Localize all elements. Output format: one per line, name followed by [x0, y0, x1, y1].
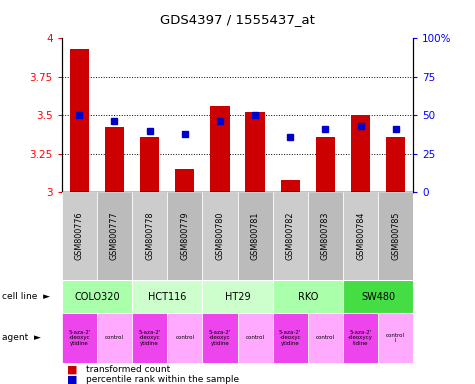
Bar — [105, 127, 124, 192]
Bar — [246, 112, 265, 192]
Bar — [238, 192, 273, 280]
Bar — [97, 313, 132, 363]
Bar — [202, 192, 238, 280]
Text: GSM800785: GSM800785 — [391, 212, 400, 260]
Text: ■: ■ — [66, 374, 77, 384]
Text: GSM800780: GSM800780 — [216, 212, 224, 260]
Text: percentile rank within the sample: percentile rank within the sample — [86, 375, 238, 384]
Text: 5-aza-2'
-deoxyc
ytidine: 5-aza-2' -deoxyc ytidine — [209, 330, 231, 346]
Bar — [97, 192, 132, 280]
Bar — [202, 280, 273, 313]
Text: GDS4397 / 1555437_at: GDS4397 / 1555437_at — [160, 13, 315, 26]
Bar — [140, 137, 159, 192]
Bar — [210, 106, 229, 192]
Text: 5-aza-2'
-deoxyc
ytidine: 5-aza-2' -deoxyc ytidine — [138, 330, 161, 346]
Bar — [62, 280, 132, 313]
Text: GSM800781: GSM800781 — [251, 212, 259, 260]
Text: cell line  ►: cell line ► — [2, 292, 50, 301]
Bar — [167, 192, 202, 280]
Bar — [281, 180, 300, 192]
Text: control: control — [246, 335, 265, 341]
Text: SW480: SW480 — [361, 291, 395, 302]
Text: GSM800779: GSM800779 — [180, 212, 189, 260]
Text: COLO320: COLO320 — [74, 291, 120, 302]
Text: control: control — [175, 335, 194, 341]
Text: control: control — [105, 335, 124, 341]
Bar — [70, 49, 89, 192]
Bar — [378, 313, 413, 363]
Bar — [273, 313, 308, 363]
Bar — [343, 280, 413, 313]
Text: 5-aza-2'
-deoxycy
tidine: 5-aza-2' -deoxycy tidine — [348, 330, 373, 346]
Text: GSM800782: GSM800782 — [286, 212, 294, 260]
Bar — [308, 192, 343, 280]
Text: ■: ■ — [66, 364, 77, 374]
Text: control: control — [316, 335, 335, 341]
Bar — [62, 313, 97, 363]
Text: GSM800778: GSM800778 — [145, 212, 154, 260]
Text: 5-aza-2'
-deoxyc
ytidine: 5-aza-2' -deoxyc ytidine — [279, 330, 302, 346]
Text: agent  ►: agent ► — [2, 333, 41, 343]
Bar — [343, 313, 378, 363]
Text: GSM800783: GSM800783 — [321, 212, 330, 260]
Bar — [132, 280, 202, 313]
Text: GSM800784: GSM800784 — [356, 212, 365, 260]
Bar — [175, 169, 194, 192]
Bar — [316, 137, 335, 192]
Bar — [202, 313, 238, 363]
Bar — [378, 192, 413, 280]
Text: HT29: HT29 — [225, 291, 250, 302]
Bar — [308, 313, 343, 363]
Text: GSM800777: GSM800777 — [110, 212, 119, 260]
Bar — [386, 137, 405, 192]
Bar — [343, 192, 378, 280]
Bar — [167, 313, 202, 363]
Bar — [273, 192, 308, 280]
Text: 5-aza-2'
-deoxyc
ytidine: 5-aza-2' -deoxyc ytidine — [68, 330, 91, 346]
Text: control
l: control l — [386, 333, 405, 343]
Bar — [132, 313, 167, 363]
Bar — [351, 115, 370, 192]
Text: HCT116: HCT116 — [148, 291, 186, 302]
Text: transformed count: transformed count — [86, 365, 170, 374]
Bar — [273, 280, 343, 313]
Text: RKO: RKO — [298, 291, 318, 302]
Bar — [238, 313, 273, 363]
Bar — [62, 192, 97, 280]
Text: GSM800776: GSM800776 — [75, 212, 84, 260]
Bar — [132, 192, 167, 280]
